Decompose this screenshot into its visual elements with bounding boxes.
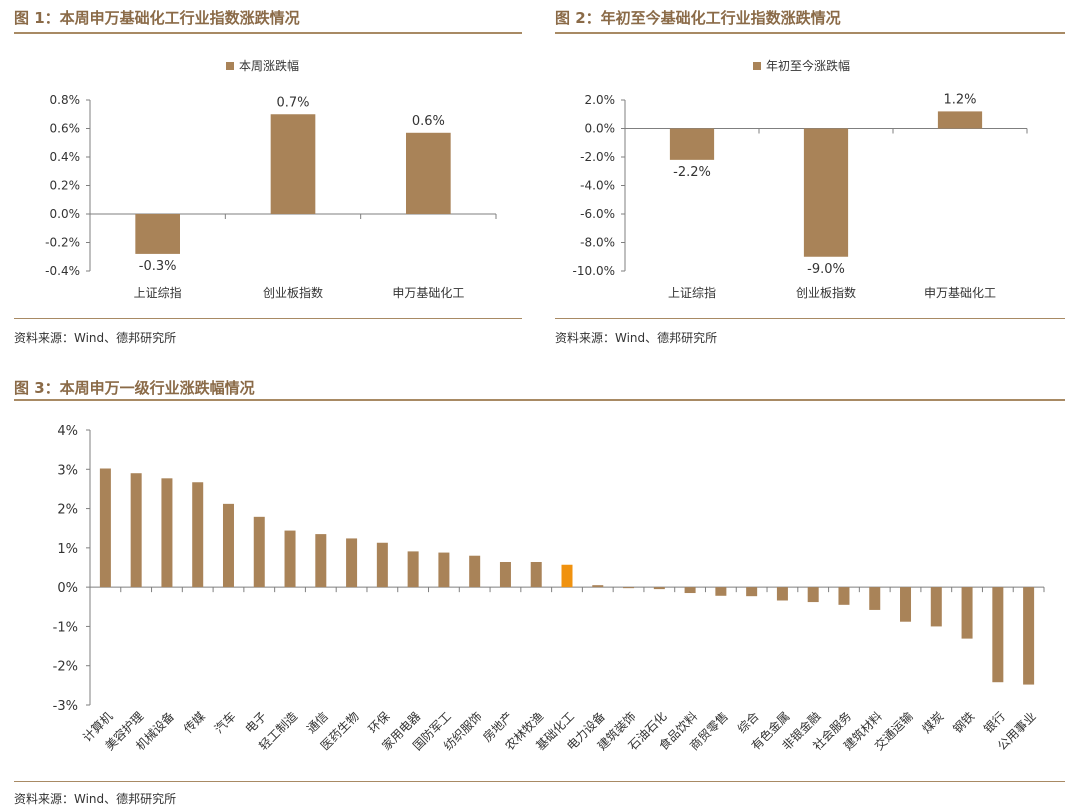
y-tick-label: 0.6% [50,122,81,136]
bar [376,542,388,588]
bar [192,482,204,588]
x-tick-label: 汽车 [211,709,239,737]
data-label: 0.6% [412,114,445,129]
x-tick-label: 综合 [734,709,762,737]
y-tick-label: -3% [53,699,78,714]
y-tick-label: 1% [57,542,78,557]
legend-label: 本周涨跌幅 [239,58,299,73]
y-tick-label: 3% [57,463,78,478]
figure-1-top-rule [14,32,522,34]
y-tick-label: 0.0% [50,207,81,221]
y-tick-label: -8.0% [580,236,615,250]
bar [807,587,819,603]
bar [469,555,481,588]
bar [930,587,942,627]
bar [869,587,881,610]
bar [592,585,604,588]
x-tick-label: 钢铁 [950,709,977,736]
x-tick-label: 煤炭 [920,709,947,736]
figure-1-bottom-rule [14,318,522,319]
bar [669,128,715,160]
x-tick-label: 电子 [242,709,269,736]
figure-2-bottom-rule [555,318,1065,319]
x-tick-label: 传媒 [180,709,208,737]
y-tick-label: 0.0% [585,122,616,136]
y-tick-label: 0.8% [50,93,81,107]
figure-2-title: 图 2：年初至今基础化工行业指数涨跌情况 [555,9,841,27]
bar [653,587,665,590]
bar [746,587,758,597]
bar [937,111,983,129]
y-tick-label: -0.2% [45,236,80,250]
bar [135,214,180,254]
data-label: -0.3% [139,259,177,274]
figure-3-source: 资料来源：Wind、德邦研究所 [14,792,177,806]
legend-swatch [226,62,234,70]
y-tick-label: 0% [57,581,78,596]
bar [1023,587,1035,685]
bar [346,538,358,588]
bar [222,503,234,588]
y-tick-label: 0.2% [50,179,81,193]
bar [623,587,635,589]
bar [161,478,173,588]
data-label: -2.2% [673,165,711,180]
bar [530,562,542,588]
y-tick-label: -4.0% [580,179,615,193]
figure-1-title: 图 1：本周申万基础化工行业指数涨跌情况 [14,9,300,27]
bar [438,552,450,588]
x-tick-label: 银行 [981,709,1008,736]
y-tick-label: -0.4% [45,264,80,278]
y-tick-label: 2.0% [585,93,616,107]
bar [406,132,451,214]
figure-2-source: 资料来源：Wind、德邦研究所 [555,331,718,345]
figure-3-title: 图 3：本周申万一级行业涨跌幅情况 [14,379,255,397]
bar [99,468,111,588]
bar [130,473,142,588]
bar [900,587,912,622]
y-tick-label: -2.0% [580,150,615,164]
x-tick-label: 上证综指 [134,285,182,300]
bar [407,551,419,588]
y-tick-label: -10.0% [573,264,615,278]
bar [561,564,573,588]
y-tick-label: -1% [53,620,78,635]
figure-3-top-rule [14,399,1065,401]
x-tick-label: 上证综指 [668,285,716,300]
bar [838,587,850,605]
x-tick-label: 创业板指数 [796,285,856,300]
y-tick-label: 2% [57,503,78,518]
bar [315,534,327,588]
bar [684,587,696,594]
figure-3-bottom-rule [14,781,1065,782]
legend-swatch [753,62,761,70]
y-tick-label: 0.4% [50,150,81,164]
bar [253,516,265,588]
legend-label: 年初至今涨跌幅 [766,58,850,73]
chart-2: 年初至今涨跌幅 2.0% 0.0% -2.0% -4.0% -6.0% -8.0% -10.0… [573,58,1028,300]
bar [776,587,788,601]
bar [992,587,1004,683]
x-tick-label: 申万基础化工 [392,286,464,300]
data-label: 0.7% [276,95,309,110]
x-tick-label: 创业板指数 [263,285,323,300]
y-tick-label: -6.0% [580,207,615,221]
bar [284,530,296,588]
bar [715,587,727,596]
data-label: -9.0% [807,262,845,277]
bar [961,587,973,639]
x-tick-label: 环保 [366,709,393,736]
bar [499,562,511,588]
y-tick-label: -2% [53,660,78,675]
y-tick-label: 4% [57,424,78,439]
data-label: 1.2% [943,92,976,107]
figure-1-source: 资料来源：Wind、德邦研究所 [14,331,177,345]
x-tick-label: 申万基础化工 [924,286,996,300]
x-tick-label: 通信 [304,709,331,736]
bar [270,114,316,214]
figure-2-top-rule [555,32,1065,34]
chart-1: 本周涨跌幅 0.8% 0.6% 0.4% 0.2% 0.0% -0.2% -0.4% -0.3%… [45,58,497,300]
bar [803,128,849,257]
